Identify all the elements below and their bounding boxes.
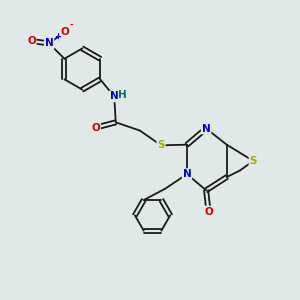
Text: +: +	[54, 32, 61, 41]
Text: N: N	[202, 124, 211, 134]
Text: H: H	[118, 90, 127, 100]
Text: N: N	[110, 92, 118, 101]
Text: O: O	[27, 36, 36, 46]
Text: S: S	[157, 140, 165, 150]
Text: N: N	[45, 38, 53, 48]
Text: N: N	[183, 169, 191, 179]
Text: O: O	[91, 123, 100, 133]
Text: S: S	[250, 156, 257, 166]
Text: O: O	[60, 27, 69, 37]
Text: O: O	[204, 206, 213, 217]
Text: -: -	[69, 21, 73, 30]
